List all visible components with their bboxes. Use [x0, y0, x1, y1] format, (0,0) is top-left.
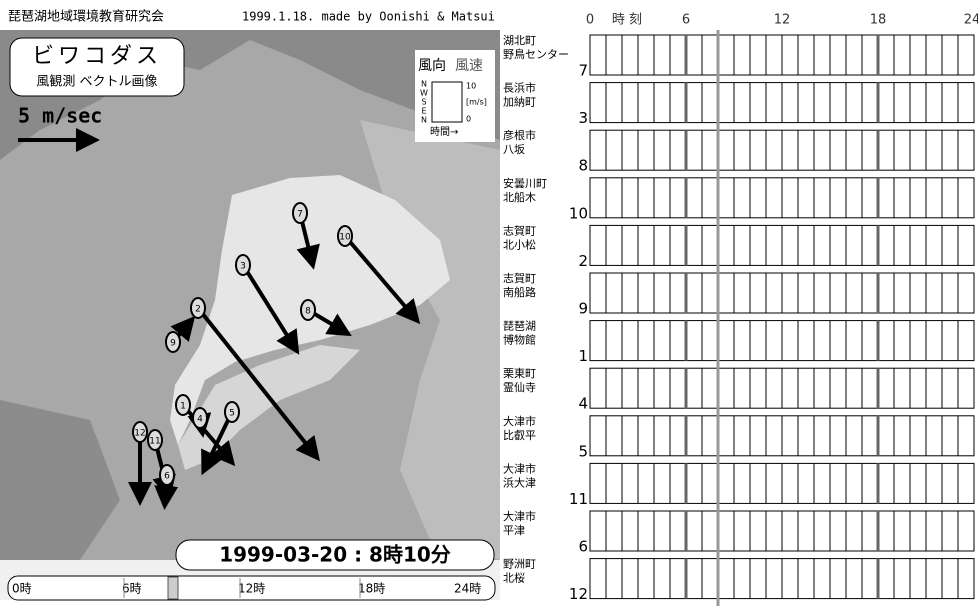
- station-id: 11: [569, 490, 588, 508]
- station-name: 北船木: [503, 190, 536, 204]
- station-name: 加納町: [503, 96, 536, 109]
- station-name: 野洲町: [503, 558, 536, 571]
- station-marker-label: 8: [305, 307, 311, 317]
- legend-unit: [m/s]: [466, 98, 487, 107]
- legend-time: 時間→: [430, 126, 458, 138]
- legend-max: 10: [466, 82, 476, 91]
- timestamp: 1999-03-20 : 8時10分: [219, 543, 451, 567]
- station-name: 大津市: [503, 414, 536, 428]
- badge-subtitle: 風観測 ベクトル画像: [36, 75, 157, 90]
- scale-label: 5 m/sec: [18, 104, 102, 128]
- station-marker-label: 3: [240, 262, 246, 272]
- station-name: 北桜: [503, 571, 525, 585]
- station-name: 栗東町: [503, 367, 536, 380]
- time-axis-label: 18: [870, 13, 887, 28]
- legend-speed: 風速: [455, 58, 483, 74]
- compass-letter: W: [420, 89, 428, 98]
- station-id: 9: [578, 300, 588, 318]
- station-marker-label: 4: [197, 415, 203, 425]
- station-marker-label: 12: [134, 429, 145, 439]
- station-marker-label: 5: [229, 409, 235, 419]
- station-name: 霊仙寺: [503, 381, 536, 394]
- time-axis-label: 24: [964, 13, 978, 28]
- timeline-label: 24時: [454, 582, 481, 596]
- station-name: 志賀町: [503, 224, 536, 237]
- compass-letter: N: [421, 116, 427, 125]
- station-name: 比叡平: [503, 428, 536, 442]
- header-credit: 1999.1.18. made by Oonishi & Matsui: [242, 10, 495, 24]
- time-axis-label: 0: [586, 13, 594, 28]
- compass-letter: E: [421, 107, 426, 116]
- station-id: 3: [578, 109, 588, 127]
- station-id: 10: [569, 204, 588, 222]
- station-name: 南船路: [503, 285, 536, 299]
- station-id: 6: [578, 538, 588, 556]
- time-axis-label: 12: [774, 13, 791, 28]
- station-name: 安曇川町: [503, 176, 547, 190]
- compass-letter: S: [421, 98, 426, 107]
- timeline-label: 12時: [238, 582, 265, 596]
- station-id: 8: [578, 157, 588, 175]
- timeline-label: 18時: [358, 582, 385, 596]
- legend-direction: 風向: [418, 58, 446, 74]
- station-name: 北小松: [503, 237, 536, 251]
- station-id: 2: [578, 252, 588, 270]
- station-marker-label: 7: [297, 210, 303, 220]
- station-marker-label: 10: [339, 233, 351, 243]
- station-name: 志賀町: [503, 272, 536, 285]
- timeline-slider: [168, 577, 178, 599]
- station-name: 彦根市: [503, 128, 536, 142]
- page: 710382914512116 琵琶湖地域環境教育研究会 1999.1.18. …: [0, 0, 978, 606]
- station-marker-label: 9: [170, 339, 176, 349]
- station-name: 野鳥センター: [503, 47, 569, 61]
- station-id: 12: [569, 585, 588, 603]
- station-id: 4: [578, 395, 588, 413]
- station-name: 博物館: [503, 333, 536, 347]
- station-name: 八坂: [503, 143, 525, 156]
- legend-min: 0: [466, 115, 471, 124]
- station-name: 大津市: [503, 461, 536, 475]
- timeline-label: 6時: [122, 582, 142, 596]
- station-name: 湖北町: [503, 34, 536, 47]
- station-name: 平津: [503, 524, 525, 537]
- station-name: 長浜市: [503, 81, 536, 95]
- header-title: 琵琶湖地域環境教育研究会: [8, 9, 164, 25]
- station-name: 浜大津: [503, 475, 536, 489]
- timeline-label: 0時: [12, 582, 32, 596]
- station-marker-label: 6: [164, 472, 170, 482]
- station-id: 7: [578, 62, 588, 80]
- time-axis-label: 6: [682, 13, 690, 28]
- station-id: 1: [578, 347, 588, 365]
- station-marker-label: 1: [180, 402, 186, 412]
- station-name: 琵琶湖: [503, 320, 536, 333]
- station-marker-label: 11: [149, 437, 160, 447]
- station-marker-label: 2: [195, 305, 201, 315]
- time-axis-label: 時 刻: [612, 13, 642, 28]
- badge-title: ビワコダス: [32, 44, 162, 69]
- station-name: 大津市: [503, 509, 536, 523]
- compass-letter: N: [421, 80, 427, 89]
- station-id: 5: [578, 442, 588, 460]
